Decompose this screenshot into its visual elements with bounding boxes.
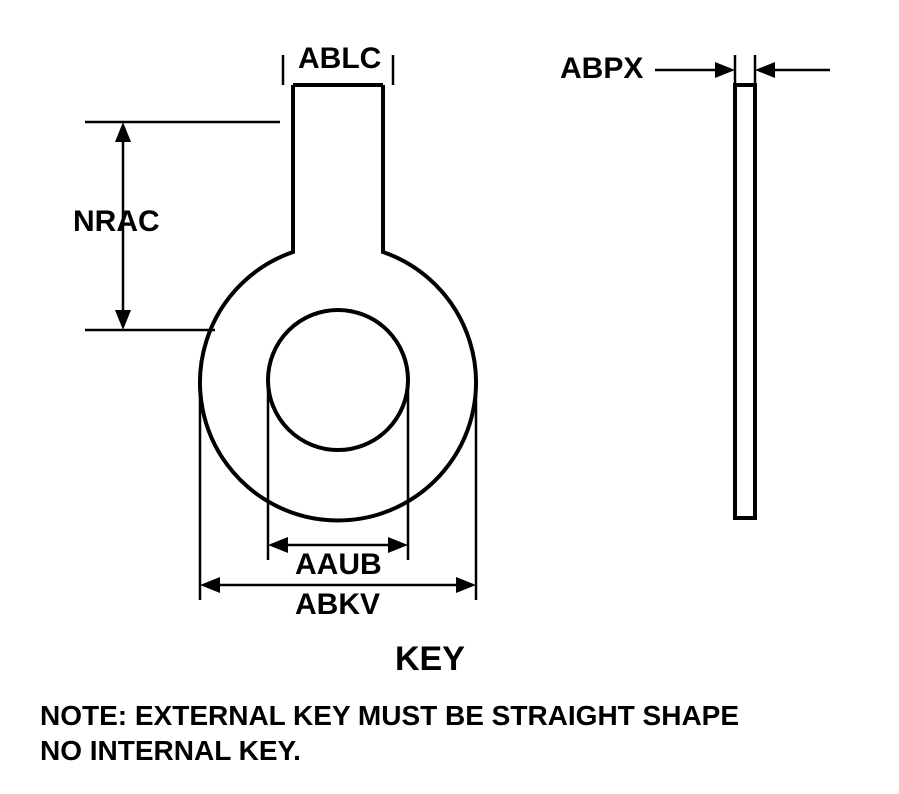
diagram-title: KEY (395, 640, 465, 679)
label-ablc: ABLC (298, 42, 381, 76)
note-line-2: NO INTERNAL KEY. (40, 735, 301, 767)
note-line-1: NOTE: EXTERNAL KEY MUST BE STRAIGHT SHAP… (40, 700, 739, 732)
front-outline (200, 85, 476, 520)
nrac-arrow-top (115, 122, 131, 142)
aaub-arrow-left (268, 537, 288, 553)
aaub-arrow-right (388, 537, 408, 553)
abpx-arrow-right (755, 62, 775, 78)
abkv-arrow-left (200, 577, 220, 593)
side-outline (735, 85, 755, 518)
label-abpx: ABPX (560, 52, 643, 86)
label-aaub: AAUB (295, 548, 382, 582)
abkv-arrow-right (456, 577, 476, 593)
label-nrac: NRAC (73, 205, 160, 239)
abpx-arrow-left (715, 62, 735, 78)
label-abkv: ABKV (295, 588, 380, 622)
nrac-arrow-bot (115, 310, 131, 330)
diagram-canvas: ABLC NRAC AAUB ABKV ABPX KEY NOTE: EXTER… (0, 0, 899, 794)
inner-hole (268, 310, 408, 450)
